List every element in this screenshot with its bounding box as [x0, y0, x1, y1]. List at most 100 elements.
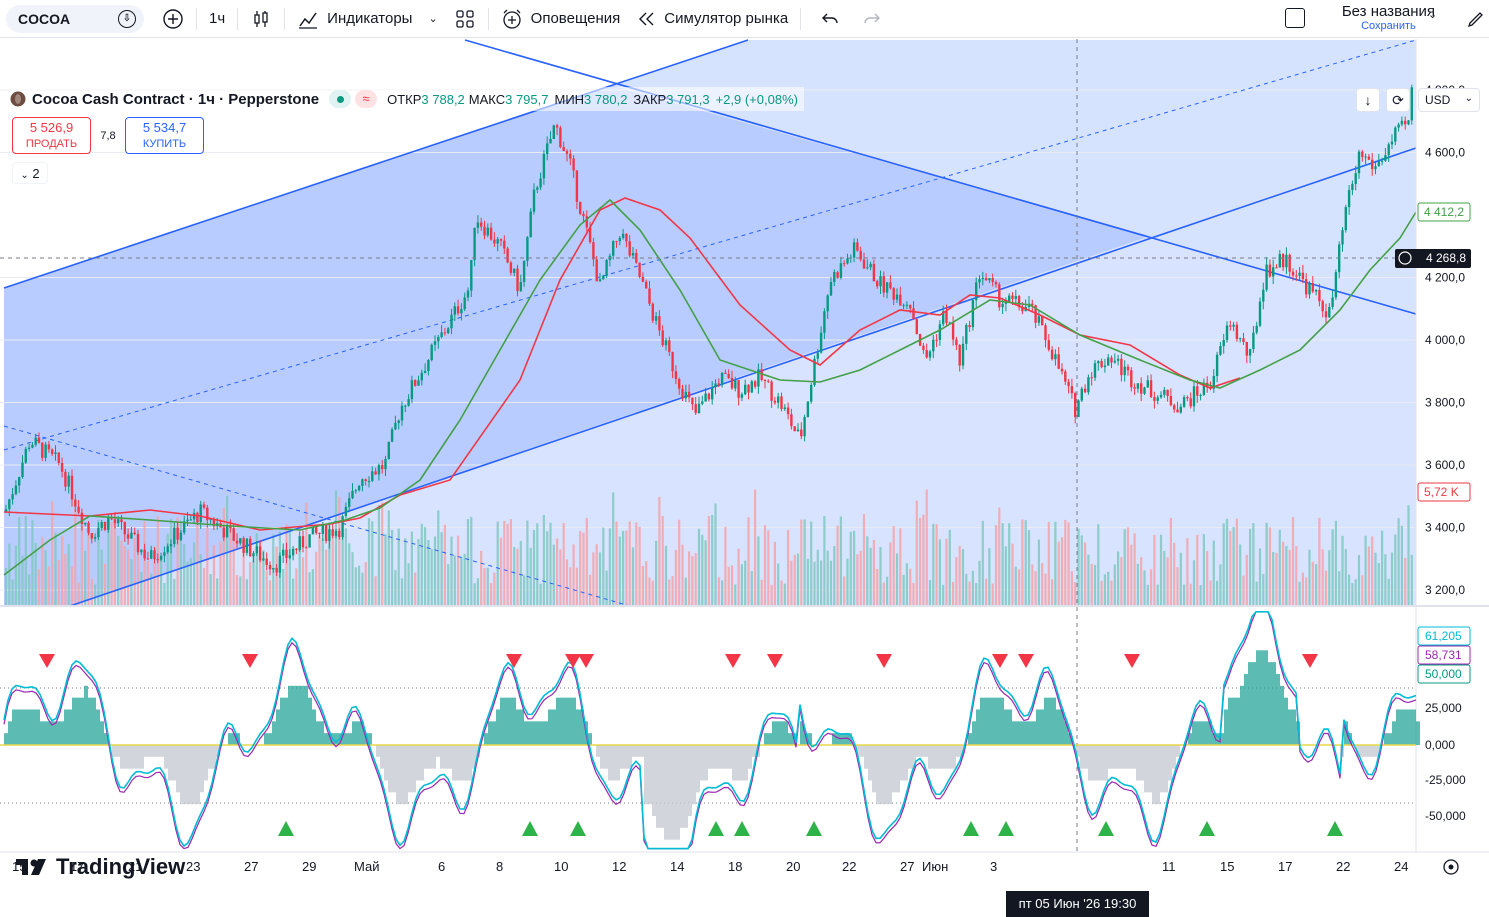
- candle-body: [711, 387, 714, 400]
- volume-bar: [391, 529, 394, 605]
- replay-button[interactable]: Симулятор рынка: [628, 0, 796, 38]
- candle-body: [1054, 354, 1057, 360]
- save-link[interactable]: Сохранить: [1361, 20, 1416, 32]
- candle-body: [1281, 254, 1285, 268]
- high-label: МАКС: [468, 91, 506, 107]
- candle-body: [420, 372, 423, 381]
- volume-bar: [1301, 572, 1304, 605]
- low-value: 3 780,2: [584, 91, 628, 107]
- candle-body: [951, 322, 955, 340]
- volume-bar: [833, 546, 836, 605]
- volume-bar: [77, 582, 80, 605]
- volume-bar: [562, 522, 565, 605]
- high-value: 3 795,7: [505, 91, 549, 107]
- layout-checkbox[interactable]: [1285, 8, 1305, 28]
- undo-button[interactable]: [805, 0, 855, 38]
- osc-hist-pos: [48, 721, 52, 745]
- candle-body: [189, 519, 192, 521]
- osc-hist-pos: [284, 697, 288, 745]
- volume-bar: [90, 578, 93, 605]
- candle-body: [1041, 316, 1044, 326]
- redo-button[interactable]: [855, 0, 889, 38]
- download-icon[interactable]: ⇩: [118, 9, 136, 28]
- chevron-down-icon[interactable]: ⌄: [428, 13, 438, 25]
- volume-bar: [1183, 584, 1186, 605]
- candle-body: [1077, 400, 1080, 417]
- templates-button[interactable]: [446, 0, 484, 38]
- osc-hist-pos: [328, 733, 332, 745]
- volume-bar: [1153, 534, 1156, 605]
- sell-signal-marker: [1018, 654, 1034, 668]
- buy-button[interactable]: 5 534,7 КУПИТЬ: [125, 117, 204, 154]
- volume-bar: [249, 562, 252, 605]
- time-axis-label: 23: [186, 859, 200, 874]
- volume-bar: [367, 518, 371, 605]
- candle-body: [786, 407, 790, 415]
- interval-label: 1ч: [209, 10, 226, 27]
- volume-bar: [985, 578, 988, 605]
- indicators-toggle[interactable]: ⌄ 2: [12, 162, 48, 184]
- scroll-down-button[interactable]: ↓: [1356, 88, 1380, 112]
- volume-bar: [103, 563, 107, 605]
- volume-bar: [816, 549, 819, 605]
- candle-body: [816, 352, 819, 359]
- osc-hist-pos: [504, 697, 508, 745]
- osc-hist-pos: [588, 733, 592, 745]
- osc-hist-pos: [1040, 709, 1044, 745]
- volume-bar: [783, 583, 786, 605]
- compare-button[interactable]: [154, 0, 192, 38]
- osc-hist-neg: [416, 745, 420, 781]
- volume-bar: [80, 525, 83, 605]
- separator: [196, 7, 197, 30]
- candle-body: [278, 555, 282, 573]
- series-legend[interactable]: Cocoa Cash Contract · 1ч · Pepperstone ≈…: [10, 87, 804, 111]
- sell-button[interactable]: 5 526,9 ПРОДАТЬ: [12, 117, 91, 154]
- candle-body: [173, 527, 176, 545]
- currency-select[interactable]: USD ⌄: [1418, 88, 1480, 112]
- buy-signal-marker: [278, 821, 294, 836]
- volume-bar: [1166, 557, 1169, 605]
- osc-hist-neg: [176, 745, 180, 793]
- osc-hist-neg: [152, 745, 156, 757]
- candle-body: [183, 521, 186, 533]
- osc-hist-neg: [888, 745, 892, 805]
- time-axis-label: 11: [1162, 859, 1176, 874]
- osc-hist-neg: [600, 745, 604, 769]
- volume-bar: [450, 536, 453, 605]
- symbol-search[interactable]: COCOA ⇩: [6, 4, 144, 33]
- layout-save[interactable]: Без названия Сохранить: [1342, 3, 1435, 32]
- candle-body: [730, 377, 734, 389]
- candle-body: [562, 147, 565, 151]
- buy-signal-marker: [963, 821, 979, 836]
- volume-bar: [163, 582, 166, 605]
- buy-signal-marker: [1098, 821, 1114, 836]
- price-chart[interactable]: 4 800,04 600,04 200,04 000,03 800,03 600…: [0, 39, 1489, 895]
- volume-bar: [410, 531, 413, 605]
- volume-bar: [503, 520, 506, 605]
- osc-hist-pos: [840, 733, 844, 745]
- osc-tick-label: 25,000: [1425, 701, 1462, 715]
- interval-button[interactable]: 1ч: [201, 0, 233, 38]
- candle-body: [509, 262, 513, 273]
- time-axis-label: 20: [786, 859, 800, 874]
- candle-body: [117, 519, 120, 524]
- volume-bar: [1348, 574, 1351, 605]
- drawing-tool-icon[interactable]: [1465, 8, 1487, 30]
- osc-hist-neg: [736, 745, 740, 781]
- chart-area[interactable]: 4 800,04 600,04 200,04 000,03 800,03 600…: [0, 39, 1489, 917]
- candle-body: [1377, 161, 1380, 167]
- alerts-button[interactable]: Оповещения: [493, 0, 629, 38]
- volume-bar: [394, 570, 397, 605]
- volume-bar: [1031, 564, 1034, 605]
- volume-bar: [823, 515, 826, 605]
- chart-type-button[interactable]: [242, 0, 280, 38]
- candle-body: [575, 170, 579, 202]
- tradingview-logo[interactable]: TradingView: [16, 854, 185, 880]
- settings-icon: [1443, 859, 1459, 875]
- indicators-button[interactable]: Индикаторы ⌄: [289, 0, 446, 38]
- osc-hist-neg: [1076, 745, 1080, 757]
- volume-bar: [34, 542, 37, 605]
- candle-body: [750, 381, 753, 393]
- fullscreen-button[interactable]: ⟳: [1386, 88, 1410, 112]
- chevron-down-icon[interactable]: ⌄: [1428, 9, 1438, 21]
